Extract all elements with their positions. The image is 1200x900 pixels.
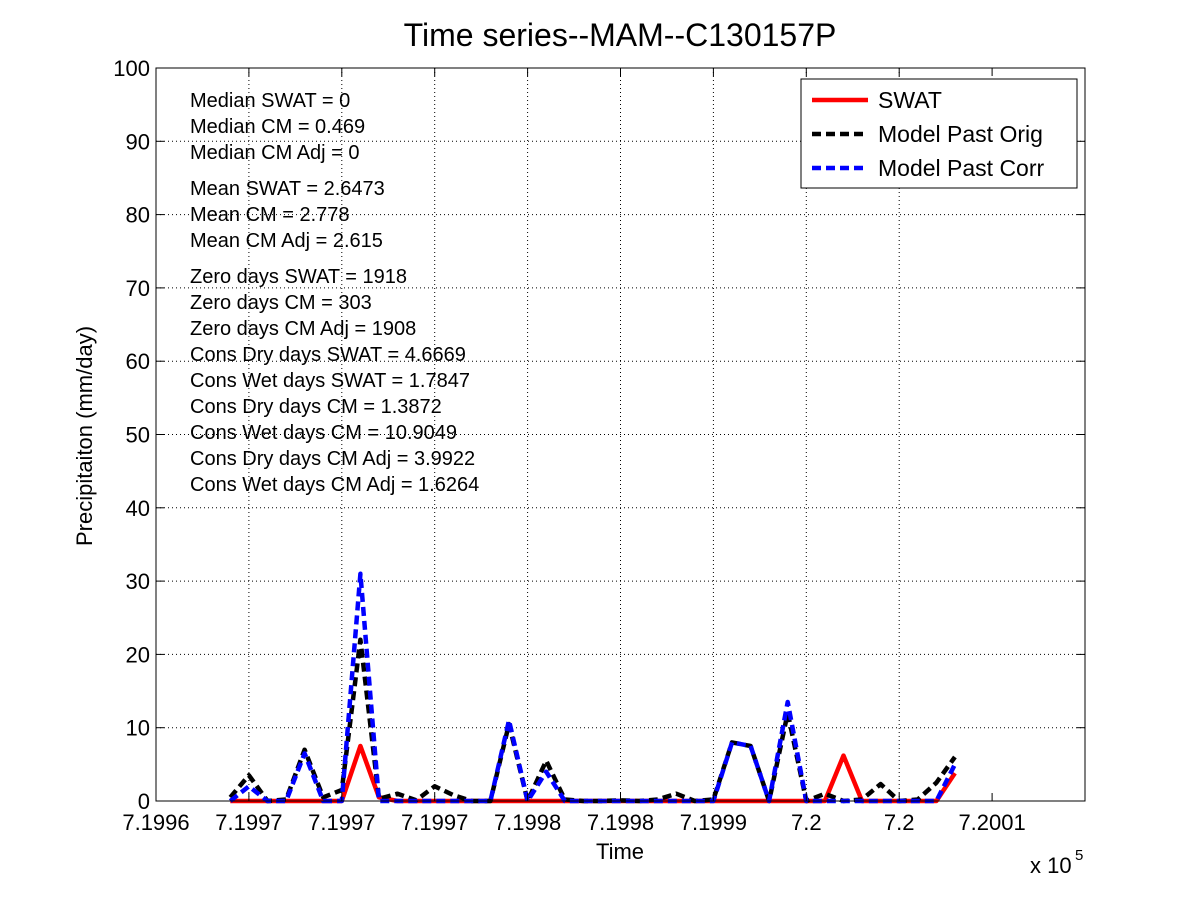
stat-line: Cons Wet days CM = 10.9049: [190, 422, 457, 444]
stat-line: Median CM = 0.469: [190, 116, 365, 138]
legend: SWAT Model Past Orig Model Past Corr: [800, 78, 1078, 189]
legend-label: Model Past Corr: [878, 155, 1045, 181]
stat-line: Cons Wet days CM Adj = 1.6264: [190, 474, 479, 496]
x-tick-label: 7.1999: [680, 810, 747, 835]
stat-line: Zero days CM Adj = 1908: [190, 318, 416, 340]
stat-line: Cons Dry days CM Adj = 3.9922: [190, 448, 475, 470]
x-tick-label: 7.1998: [494, 810, 561, 835]
stat-line: Mean CM = 2.778: [190, 204, 350, 226]
y-axis-label: Precipitaiton (mm/day): [72, 326, 97, 546]
stat-line: Cons Dry days CM = 1.3872: [190, 396, 442, 418]
stat-line: Zero days SWAT = 1918: [190, 266, 407, 288]
y-tick-label: 40: [126, 496, 150, 521]
x-tick-label: 7.1997: [308, 810, 375, 835]
stat-line: Mean SWAT = 2.6473: [190, 178, 385, 200]
grid: [156, 68, 1085, 801]
chart-title: Time series--MAM--C130157P: [404, 17, 837, 53]
x-tick-label: 7.1997: [401, 810, 468, 835]
x-tick-label: 7.1996: [122, 810, 189, 835]
y-tick-label: 90: [126, 129, 150, 154]
stat-line: Cons Wet days SWAT = 1.7847: [190, 370, 470, 392]
y-tick-label: 30: [126, 569, 150, 594]
y-tick-label: 50: [126, 423, 150, 448]
stat-line: Cons Dry days SWAT = 4.6669: [190, 344, 466, 366]
x-axis-multiplier: x 10: [1030, 853, 1072, 878]
ticks: [155, 67, 1085, 802]
stat-line: Median SWAT = 0: [190, 90, 350, 112]
series-line-model-past-orig: [228, 637, 957, 804]
stat-line: Mean CM Adj = 2.615: [190, 230, 383, 252]
y-tick-label: 70: [126, 276, 150, 301]
y-tick-label: 20: [126, 642, 150, 667]
y-tick-labels: 0 10 20 30 40 50 60 70 80 90 100: [113, 56, 150, 814]
statistics-annotation: Median SWAT = 0 Median CM = 0.469 Median C…: [190, 90, 479, 496]
x-tick-labels: 7.1996 7.1997 7.1997 7.1997 7.1998 7.1998 7.19…: [122, 810, 1025, 835]
x-axis-multiplier-exponent: 5: [1075, 847, 1083, 864]
stat-line: Median CM Adj = 0: [190, 142, 360, 164]
legend-label: Model Past Orig: [878, 121, 1043, 147]
x-tick-label: 7.2: [791, 810, 822, 835]
legend-label: SWAT: [878, 87, 942, 113]
y-tick-label: 0: [138, 789, 150, 814]
x-tick-label: 7.1998: [587, 810, 654, 835]
x-tick-label: 7.2: [884, 810, 915, 835]
y-tick-label: 60: [126, 349, 150, 374]
x-axis-label: Time: [596, 839, 644, 864]
y-tick-label: 80: [126, 203, 150, 228]
y-tick-label: 100: [113, 56, 150, 81]
stat-line: Zero days CM = 303: [190, 292, 372, 314]
x-tick-label: 7.2001: [958, 810, 1025, 835]
y-tick-label: 10: [126, 716, 150, 741]
x-tick-label: 7.1997: [215, 810, 282, 835]
